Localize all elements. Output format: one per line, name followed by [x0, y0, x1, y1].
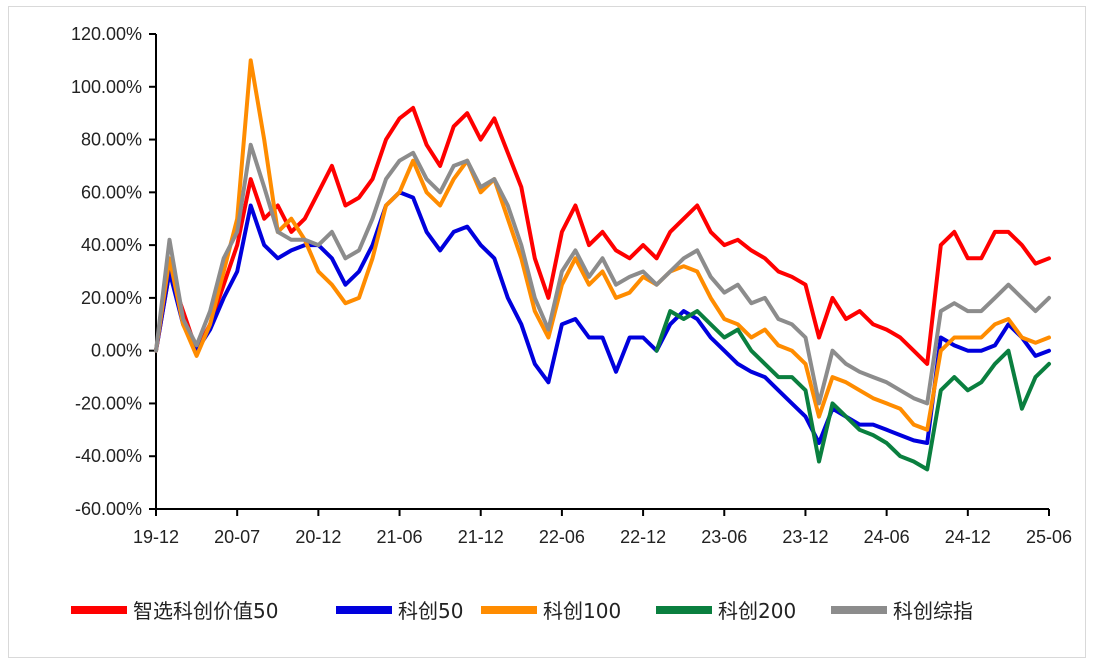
chart-frame: 120.00% 100.00% 80.00% 60.00% 40.00% 20.00% 0.…	[8, 6, 1086, 658]
y-tick-label: 40.00%	[81, 235, 142, 255]
x-tick-label: 21-12	[458, 527, 504, 547]
y-tick-label: 20.00%	[81, 288, 142, 308]
line-chart: 120.00% 100.00% 80.00% 60.00% 40.00% 20.00% 0.…	[71, 24, 1072, 623]
x-tick-label: 23-12	[782, 527, 828, 547]
x-tick-label: 24-12	[945, 527, 991, 547]
y-tick-label: 120.00%	[71, 24, 142, 44]
y-axis: 120.00% 100.00% 80.00% 60.00% 40.00% 20.00% 0.…	[71, 24, 157, 519]
x-tick-label: 22-12	[620, 527, 666, 547]
legend-item-4: 科创综指	[831, 599, 973, 623]
legend-item-3: 科创200	[656, 599, 796, 623]
x-tick-label: 24-06	[864, 527, 910, 547]
y-tick-label: 100.00%	[71, 77, 142, 97]
x-tick-label: 19-12	[133, 527, 179, 547]
legend-item-2: 科创100	[481, 599, 621, 623]
legend-item-0: 智选科创价值50	[71, 599, 278, 623]
y-tick-label: 0.00%	[91, 341, 142, 361]
x-tick-label: 25-06	[1026, 527, 1072, 547]
series-line-2	[154, 58, 1051, 432]
legend-label: 科创100	[543, 599, 621, 623]
series-line-1	[154, 190, 1051, 445]
y-tick-label: 80.00%	[81, 130, 142, 150]
plot-area	[154, 58, 1051, 472]
legend-label: 科创50	[398, 599, 463, 623]
y-tick-label: -20.00%	[75, 393, 142, 413]
series-line-0	[154, 105, 1051, 366]
x-tick-label: 21-06	[377, 527, 423, 547]
x-tick-label: 22-06	[539, 527, 585, 547]
legend-item-1: 科创50	[336, 599, 463, 623]
legend-label: 智选科创价值50	[133, 599, 278, 623]
y-tick-label: 60.00%	[81, 182, 142, 202]
y-tick-label: -60.00%	[75, 499, 142, 519]
series-line-3	[654, 309, 1051, 472]
x-tick-label: 23-06	[701, 527, 747, 547]
x-tick-label: 20-12	[295, 527, 341, 547]
legend-label: 科创综指	[893, 599, 973, 623]
x-axis: 19-12 20-07 20-12 21-06 21-12 22-06 22-12 23-06…	[133, 508, 1072, 547]
legend-label: 科创200	[718, 599, 796, 623]
series-line-4	[154, 142, 1051, 406]
legend: 智选科创价值50 科创50 科创100 科创200 科创综指	[71, 599, 973, 623]
x-tick-label: 20-07	[214, 527, 260, 547]
y-tick-label: -40.00%	[75, 446, 142, 466]
